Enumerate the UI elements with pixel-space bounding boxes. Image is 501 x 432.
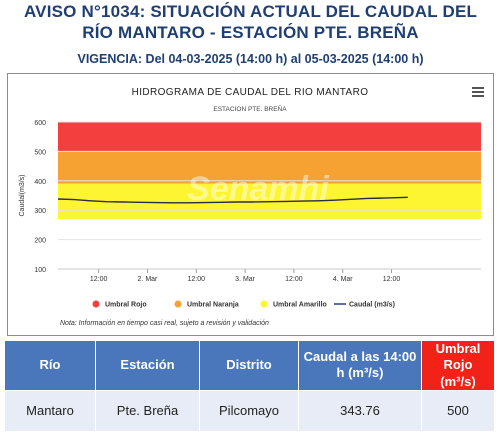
x-tick-label: 4. Mar xyxy=(333,276,354,283)
warning-title-line-1: AVISO N°1034: SITUACIÓN ACTUAL DEL CAUDA… xyxy=(23,2,478,21)
hydrograph-chart: Senamhi 100 200 300 400 500 600 12:00 2. Mar 12:0… xyxy=(7,73,494,336)
header-umbral-rojo: Umbral Rojo (m³/s) xyxy=(421,340,495,391)
legend-marker-0 xyxy=(92,300,100,308)
legend-label-3: Caudal (m3/s) xyxy=(349,302,395,309)
table-row: Mantaro Pte. Breña Pilcomayo 343.76 500 xyxy=(4,389,495,432)
header-rio: Río xyxy=(4,340,96,391)
x-tick-label: 2. Mar xyxy=(138,276,159,283)
y-tick-label: 500 xyxy=(34,149,46,156)
chart-note: Nota: Información en tiempo casi real, s… xyxy=(60,320,269,327)
hamburger-menu-icon[interactable] xyxy=(472,87,484,97)
header-estacion: Estación xyxy=(95,340,200,391)
chart-title: HIDROGRAMA DE CAUDAL DEL RIO MANTARO xyxy=(132,87,369,98)
x-tick-label: 12:00 xyxy=(90,276,108,283)
y-tick-label: 400 xyxy=(34,179,46,186)
y-tick-label: 200 xyxy=(34,238,46,245)
station-info-table: Río Estación Distrito Caudal a las 14:00… xyxy=(4,340,495,432)
series-line-0 xyxy=(57,196,408,204)
threshold-band-1 xyxy=(58,151,481,184)
cell-umbral-rojo: 500 xyxy=(421,389,495,432)
threshold-band-0 xyxy=(58,122,481,152)
cell-estacion: Pte. Breña xyxy=(95,389,200,432)
header-distrito: Distrito xyxy=(199,340,299,391)
y-tick-label: 100 xyxy=(34,267,46,274)
legend-marker-1 xyxy=(174,300,182,308)
legend-marker-2 xyxy=(260,300,268,308)
x-tick-label: 3. Mar xyxy=(235,276,256,283)
cell-caudal: 343.76 xyxy=(298,389,422,432)
x-tick-label: 12:00 xyxy=(188,276,206,283)
y-axis-label: Caudal(m3/s) xyxy=(19,174,26,216)
legend-label-2: Umbral Amarillo xyxy=(273,302,327,309)
warning-title-line-2: RÍO MANTARO - ESTACIÓN PTE. BREÑA xyxy=(82,23,419,42)
table-header-row: Río Estación Distrito Caudal a las 14:00… xyxy=(4,340,495,391)
chart-subtitle: ESTACION PTE. BREÑA xyxy=(213,104,287,113)
y-tick-label: 300 xyxy=(34,208,46,215)
x-tick-label: 12:00 xyxy=(285,276,303,283)
cell-distrito: Pilcomayo xyxy=(199,389,299,432)
legend-label-0: Umbral Rojo xyxy=(105,302,147,309)
header-caudal: Caudal a las 14:00 h (m³/s) xyxy=(298,340,422,391)
x-tick-label: 12:00 xyxy=(383,276,401,283)
legend-label-1: Umbral Naranja xyxy=(187,302,239,309)
validity-period: VIGENCIA: Del 04-03-2025 (14:00 h) al 05… xyxy=(77,52,424,66)
y-tick-label: 600 xyxy=(34,120,46,127)
cell-rio: Mantaro xyxy=(4,389,96,432)
